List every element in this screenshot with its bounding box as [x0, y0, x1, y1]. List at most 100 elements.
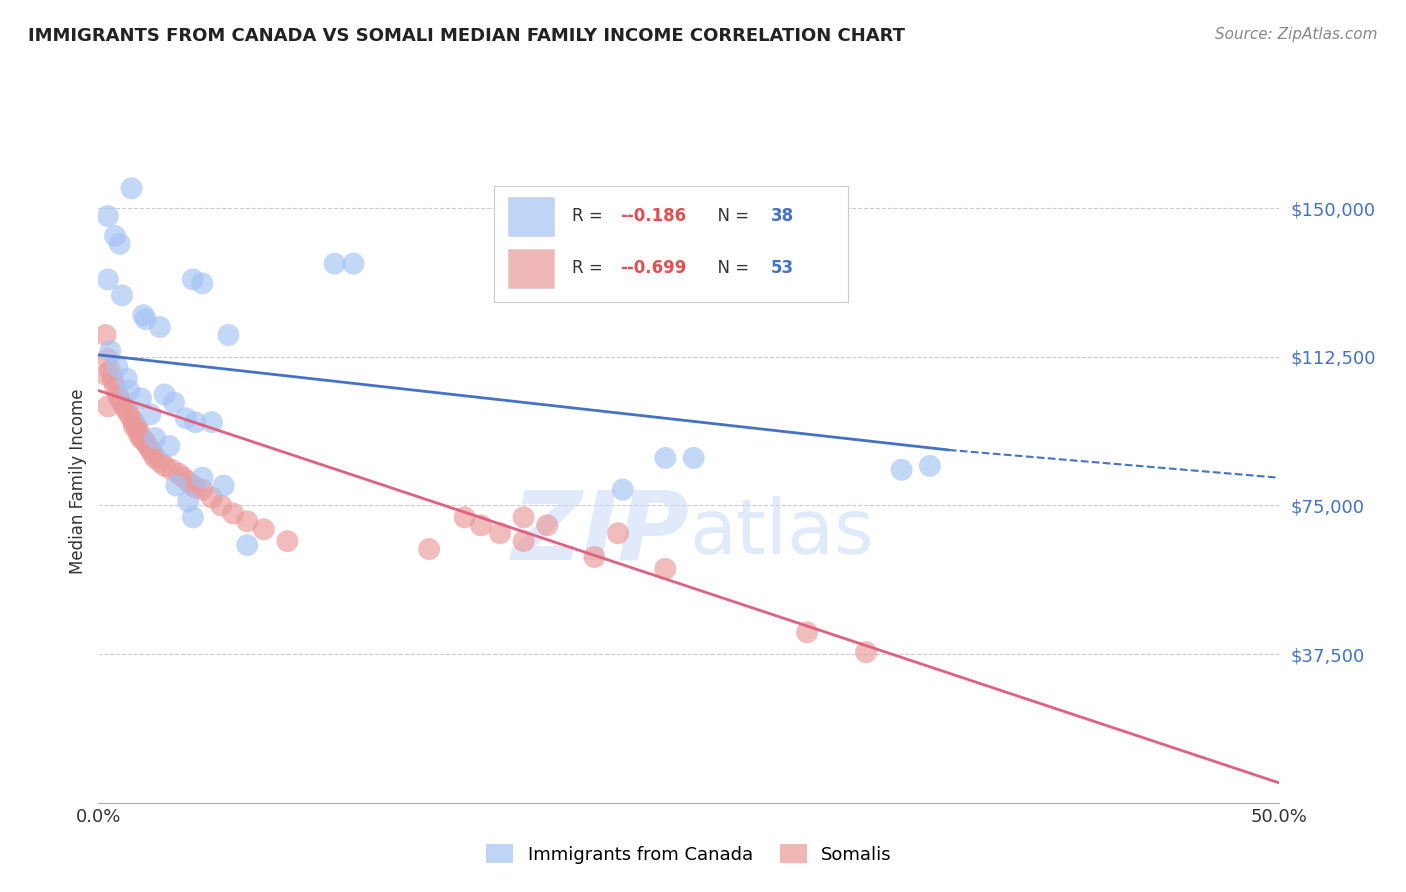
Point [654, 450, 676, 465]
Point [654, 562, 676, 576]
Text: 38: 38 [770, 207, 793, 226]
Point [181, 272, 204, 286]
Bar [508, 196, 554, 236]
Point [236, 538, 259, 552]
Point [111, 395, 134, 409]
Point [172, 471, 194, 485]
Point [682, 450, 704, 465]
Point [181, 478, 204, 492]
Point [536, 518, 558, 533]
Point [94, 328, 117, 343]
Point [132, 308, 155, 322]
Point [129, 392, 152, 406]
Point [167, 467, 190, 481]
Point [174, 411, 197, 425]
Point [135, 435, 157, 450]
Point [143, 431, 166, 445]
Point [122, 415, 145, 429]
Text: N =: N = [707, 260, 754, 277]
Point [97, 209, 120, 223]
Point [132, 433, 155, 447]
Point [98, 343, 121, 358]
Point [918, 458, 941, 473]
Text: 53: 53 [770, 260, 793, 277]
Point [855, 645, 877, 659]
Legend: Immigrants from Canada, Somalis: Immigrants from Canada, Somalis [479, 837, 898, 871]
Point [191, 277, 214, 291]
Text: --0.186: --0.186 [620, 207, 686, 226]
Point [104, 228, 127, 243]
Point [177, 494, 200, 508]
Point [489, 526, 512, 541]
Point [181, 510, 204, 524]
Point [97, 272, 120, 286]
Text: ZIP: ZIP [510, 486, 689, 580]
Point [217, 328, 239, 343]
Point [184, 415, 207, 429]
Point [129, 431, 152, 445]
Point [201, 491, 224, 505]
Point [98, 364, 121, 378]
Point [94, 368, 117, 382]
Point [153, 458, 176, 473]
Point [139, 407, 162, 421]
Point [105, 387, 128, 401]
Point [209, 499, 232, 513]
Point [128, 423, 150, 437]
Point [212, 478, 235, 492]
Text: IMMIGRANTS FROM CANADA VS SOMALI MEDIAN FAMILY INCOME CORRELATION CHART: IMMIGRANTS FROM CANADA VS SOMALI MEDIAN … [28, 27, 905, 45]
Text: R =: R = [572, 207, 607, 226]
Point [612, 483, 634, 497]
Point [157, 439, 180, 453]
Point [191, 483, 214, 497]
Point [184, 481, 207, 495]
Point [121, 411, 143, 425]
Point [136, 439, 159, 453]
Point [104, 379, 127, 393]
Point [512, 510, 534, 524]
Point [142, 447, 165, 461]
Point [163, 395, 186, 409]
Point [125, 419, 148, 434]
Point [583, 549, 606, 564]
Point [177, 475, 200, 489]
Point [323, 257, 346, 271]
Point [149, 455, 172, 469]
Point [108, 392, 131, 406]
Point [236, 514, 259, 528]
Text: --0.699: --0.699 [620, 260, 686, 277]
Point [139, 442, 162, 457]
Point [111, 288, 134, 302]
Point [143, 450, 166, 465]
Point [118, 384, 141, 398]
Point [112, 400, 135, 414]
Point [165, 478, 187, 492]
Point [118, 407, 141, 421]
Point [105, 359, 128, 374]
Point [342, 257, 364, 271]
Point [135, 312, 157, 326]
Point [160, 463, 183, 477]
Point [191, 471, 214, 485]
Point [276, 534, 298, 549]
Point [149, 320, 172, 334]
Point [97, 351, 120, 366]
Point [201, 415, 224, 429]
Point [796, 625, 818, 640]
Point [153, 387, 176, 401]
Point [253, 522, 276, 536]
Point [470, 518, 492, 533]
Point [122, 419, 145, 434]
Text: R =: R = [572, 260, 607, 277]
Point [115, 371, 138, 385]
Point [418, 542, 440, 557]
Point [890, 463, 912, 477]
Point [115, 403, 138, 417]
Bar [508, 249, 554, 288]
Text: N =: N = [707, 207, 754, 226]
Point [97, 400, 120, 414]
Text: atlas: atlas [689, 496, 873, 570]
Text: Source: ZipAtlas.com: Source: ZipAtlas.com [1215, 27, 1378, 42]
Y-axis label: Median Family Income: Median Family Income [69, 389, 87, 574]
Point [128, 427, 150, 442]
